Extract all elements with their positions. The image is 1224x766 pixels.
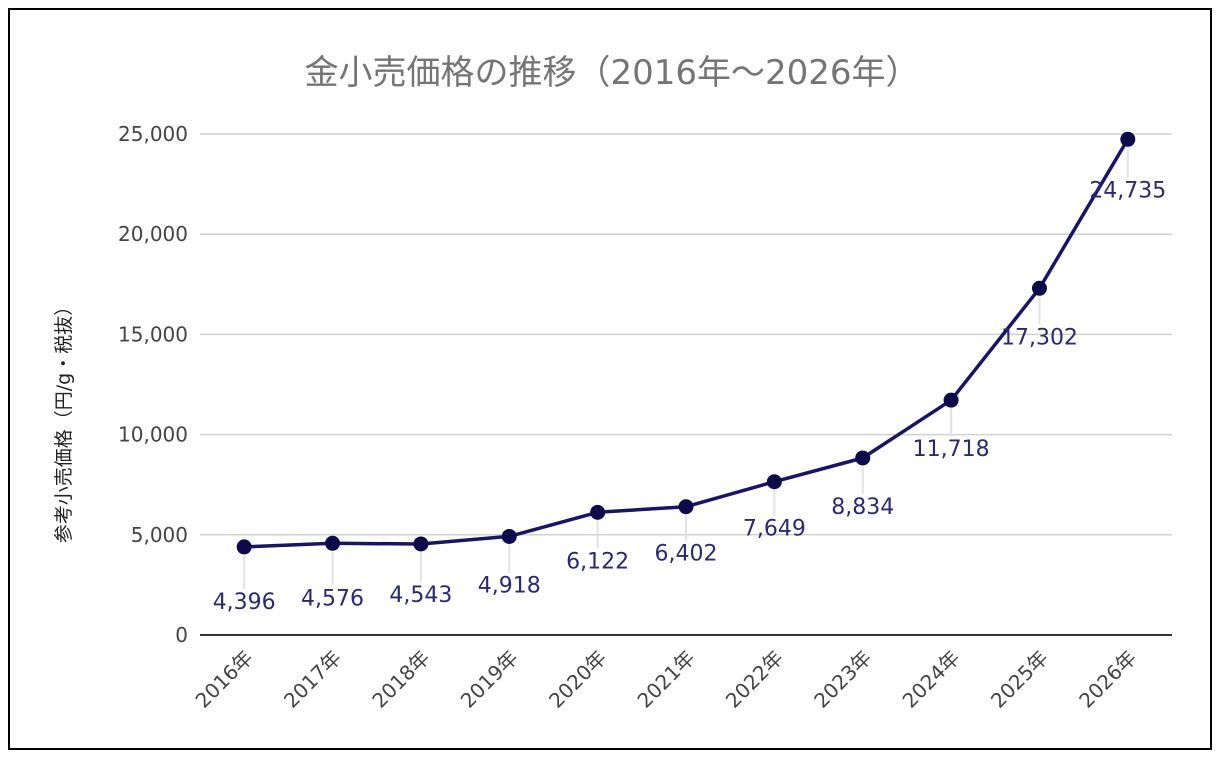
y-tick-label: 15,000 xyxy=(118,322,188,346)
data-label: 17,302 xyxy=(1001,325,1078,350)
y-axis-label: 参考小売価格（円/g・税抜） xyxy=(53,297,75,543)
data-point xyxy=(1120,131,1136,147)
x-tick-label: 2020年 xyxy=(544,646,611,713)
x-tick-label: 2019年 xyxy=(456,646,523,713)
data-point xyxy=(325,535,341,551)
series-line xyxy=(244,138,1130,549)
x-tick-label: 2024年 xyxy=(898,646,965,713)
data-point xyxy=(413,536,429,552)
data-label: 4,543 xyxy=(389,583,452,608)
data-point xyxy=(590,504,606,520)
data-point xyxy=(766,474,782,490)
x-tick-label: 2022年 xyxy=(721,646,788,713)
data-label: 4,396 xyxy=(213,590,276,615)
data-label: 4,918 xyxy=(478,573,541,598)
series-line-path xyxy=(244,138,1130,549)
data-label: 6,402 xyxy=(655,542,718,567)
data-point xyxy=(501,528,517,544)
gridlines xyxy=(200,133,1172,636)
y-tick-label: 25,000 xyxy=(118,122,188,146)
data-label: 8,834 xyxy=(831,495,894,520)
x-tick-label: 2026年 xyxy=(1074,646,1141,713)
y-tick-label: 0 xyxy=(175,623,188,647)
x-tick-label: 2018年 xyxy=(367,646,434,713)
x-tick-label: 2017年 xyxy=(279,646,346,713)
data-label: 6,122 xyxy=(566,549,629,574)
data-point xyxy=(236,539,252,555)
data-labels: 4,396 4,576 4,543 4,918 6,122 6,402 7,649 8,834… xyxy=(213,178,1167,615)
data-label: 11,718 xyxy=(913,437,990,462)
x-tick-label: 2025年 xyxy=(986,646,1053,713)
chart-frame xyxy=(8,8,1212,750)
data-point xyxy=(678,499,694,515)
chart-title: 金小売価格の推移（2016年〜2026年） xyxy=(304,53,919,93)
y-axis-ticks: 0 5,000 10,000 15,000 20,000 25,000 xyxy=(118,122,188,647)
data-label: 24,735 xyxy=(1089,178,1166,203)
data-point xyxy=(855,450,871,466)
x-tick-label: 2021年 xyxy=(632,646,699,713)
x-axis-ticks: 2016年 2017年 2018年 2019年 2020年 2021年 2022年 2023年… xyxy=(191,646,1142,713)
y-tick-label: 20,000 xyxy=(118,222,188,246)
data-label: 7,649 xyxy=(743,517,806,542)
data-label: 4,576 xyxy=(301,586,364,611)
data-point xyxy=(1031,280,1047,296)
x-tick-label: 2016年 xyxy=(191,646,258,713)
y-tick-label: 10,000 xyxy=(118,423,188,447)
data-point xyxy=(943,392,959,408)
x-tick-label: 2023年 xyxy=(809,646,876,713)
label-guides xyxy=(243,147,1129,589)
data-points xyxy=(236,131,1136,555)
y-tick-label: 5,000 xyxy=(131,523,188,547)
